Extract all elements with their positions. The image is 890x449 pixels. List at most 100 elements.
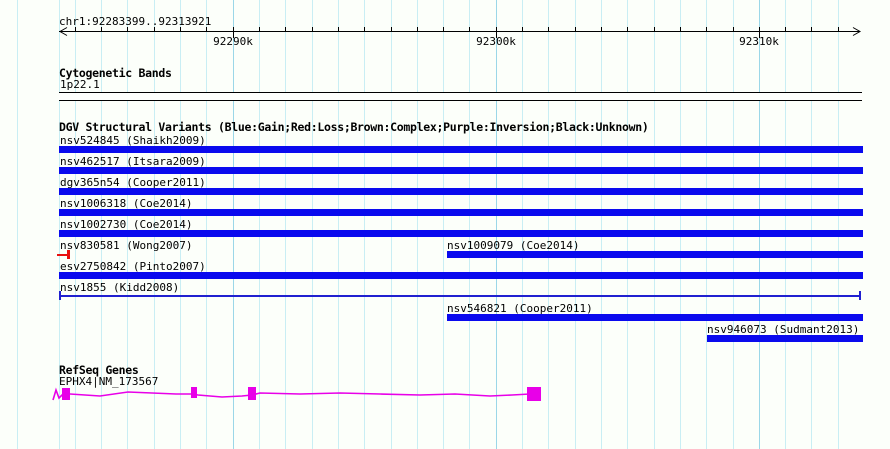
gridline: [312, 0, 313, 449]
ruler-axis-line: [59, 31, 860, 32]
variant-label[interactable]: nsv1855 (Kidd2008): [60, 281, 180, 294]
gridline: [391, 0, 392, 449]
gridline: [338, 0, 339, 449]
ruler-tick: [285, 27, 286, 32]
gridline: [548, 0, 549, 449]
ruler-tick: [522, 27, 523, 32]
ruler-tick: [627, 27, 628, 32]
ruler-tick: [469, 27, 470, 32]
variant-label[interactable]: nsv1002730 (Coe2014): [60, 218, 193, 231]
track-title-refseq: RefSeq Genes: [59, 363, 139, 377]
ruler-tick-label: 92290k: [213, 35, 253, 48]
ruler-tick: [811, 27, 812, 32]
ruler-tick: [759, 27, 760, 38]
ruler-tick: [706, 27, 707, 32]
gridline: [522, 0, 523, 449]
gridline: [785, 0, 786, 449]
variant-bar[interactable]: [59, 230, 863, 237]
variant-bar[interactable]: [59, 209, 863, 216]
region-title: chr1:92283399..92313921: [59, 15, 212, 28]
gridline: [496, 0, 497, 449]
ruler-tick: [101, 27, 102, 32]
gridline: [233, 0, 234, 449]
gridline: [17, 0, 18, 449]
gridline: [469, 0, 470, 449]
ruler-tick: [391, 27, 392, 32]
ruler-tick: [364, 27, 365, 32]
ruler-tick: [180, 27, 181, 32]
track-title-dgv: DGV Structural Variants (Blue:Gain;Red:L…: [59, 120, 649, 134]
variant-label[interactable]: esv2750842 (Pinto2007): [60, 260, 206, 273]
gridline: [759, 0, 760, 449]
variant-label[interactable]: nsv546821 (Cooper2011): [447, 302, 593, 315]
gridline: [654, 0, 655, 449]
ruler-tick-label: 92310k: [739, 35, 779, 48]
ruler-tick: [733, 27, 734, 32]
ruler-tick: [417, 27, 418, 32]
ruler-tick: [680, 27, 681, 32]
gridline: [127, 0, 128, 449]
ruler-tick: [259, 27, 260, 32]
gridline: [811, 0, 812, 449]
variant-label[interactable]: dgv365n54 (Cooper2011): [60, 176, 206, 189]
ruler-tick: [338, 27, 339, 32]
gridline: [364, 0, 365, 449]
ruler-tick: [496, 27, 497, 38]
ruler-tick: [575, 27, 576, 32]
ruler-tick: [443, 27, 444, 32]
gridline: [59, 0, 60, 449]
ruler-tick: [312, 27, 313, 32]
ruler-tick: [206, 27, 207, 32]
gridline: [733, 0, 734, 449]
variant-bar-loss-cap: [67, 250, 70, 259]
ruler-tick: [75, 27, 76, 32]
gridline: [601, 0, 602, 449]
variant-line-right-cap: [859, 291, 861, 300]
ruler-tick: [548, 27, 549, 32]
variant-bar[interactable]: [59, 167, 863, 174]
variant-bar-loss[interactable]: [57, 254, 69, 256]
variant-bar[interactable]: [447, 314, 863, 321]
variant-label[interactable]: nsv524845 (Shaikh2009): [60, 134, 206, 147]
cytoband-name-label[interactable]: 1p22.1: [60, 78, 100, 91]
gridline: [180, 0, 181, 449]
ruler-tick: [785, 27, 786, 32]
ruler-tick-label: 92300k: [476, 35, 516, 48]
gene-name-label[interactable]: EPHX4|NM_173567: [59, 375, 159, 388]
variant-label[interactable]: nsv830581 (Wong2007): [60, 239, 193, 252]
gridline: [206, 0, 207, 449]
variant-bar[interactable]: [59, 146, 863, 153]
variant-line[interactable]: [59, 295, 861, 297]
gridline: [680, 0, 681, 449]
ruler-tick: [127, 27, 128, 32]
gridline: [154, 0, 155, 449]
track-title-cytoband: Cytogenetic Bands: [59, 66, 172, 80]
variant-label[interactable]: nsv1006318 (Coe2014): [60, 197, 193, 210]
variant-label[interactable]: nsv946073 (Sudmant2013): [707, 323, 860, 336]
gridline: [706, 0, 707, 449]
gridline: [417, 0, 418, 449]
variant-line-left-cap: [59, 291, 61, 300]
gridline: [575, 0, 576, 449]
variant-label[interactable]: nsv1009079 (Coe2014): [447, 239, 580, 252]
variant-label[interactable]: nsv462517 (Itsara2009): [60, 155, 206, 168]
variant-bar[interactable]: [59, 188, 863, 195]
ruler-tick: [154, 27, 155, 32]
gridline: [285, 0, 286, 449]
variant-bar[interactable]: [59, 272, 863, 279]
ruler-tick: [233, 27, 234, 38]
ruler-tick: [654, 27, 655, 32]
variant-bar[interactable]: [707, 335, 863, 342]
gridline: [75, 0, 76, 449]
ruler-tick: [601, 27, 602, 32]
gridline: [443, 0, 444, 449]
ruler-tick: [838, 27, 839, 32]
cytoband-band[interactable]: [59, 92, 862, 101]
gridline: [101, 0, 102, 449]
variant-bar[interactable]: [447, 251, 863, 258]
gridline: [838, 0, 839, 449]
